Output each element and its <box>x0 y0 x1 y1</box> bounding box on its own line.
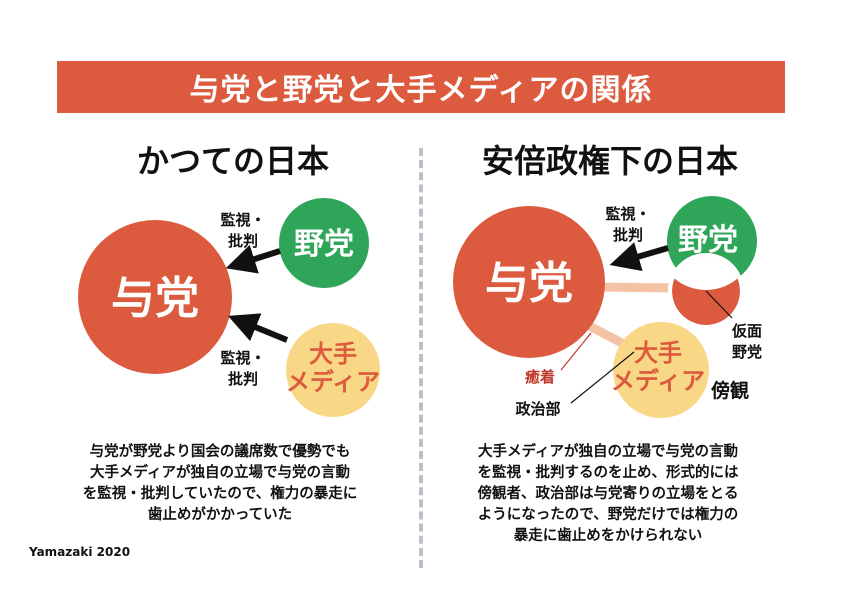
left-media-label-1: 大手 <box>309 340 357 368</box>
left-bottom-arrow <box>228 313 289 343</box>
left-opposition-circle <box>279 198 369 288</box>
right-media-label-2: メディア <box>611 367 705 395</box>
right-caption: 大手メディアが独自の立場で与党の言動 を監視・批判するのを止め、形式的には 傍観… <box>438 442 778 547</box>
right-caption-line: 大手メディアが独自の立場で与党の言動 <box>478 444 738 460</box>
left-top-arrow <box>225 244 281 274</box>
credit: Yamazaki 2020 <box>29 545 131 559</box>
title-banner: 与党と野党と大手メディアの関係 <box>57 61 785 113</box>
right-heading: 安倍政権下の日本 <box>481 142 738 180</box>
right-fake-opposition-label-2: 野党 <box>732 343 762 361</box>
center-divider <box>419 148 423 568</box>
left-top-label-1: 監視・ <box>220 211 265 229</box>
right-top-arrow <box>609 242 669 272</box>
right-caption-line: 傍観者、政治部は与党寄りの立場をとる <box>477 486 739 502</box>
right-ruling-party-circle <box>453 206 605 358</box>
left-ruling-party-label: 与党 <box>111 273 199 324</box>
right-politics-dept-pointer <box>570 351 635 404</box>
right-caption-line: を監視・批判するのを止め、形式的には <box>477 465 739 481</box>
left-caption-line: 大手メディアが独自の立場で与党の言動 <box>90 465 350 481</box>
right-caption-line: ようになったので、野党だけでは権力の <box>477 507 739 523</box>
left-caption-line: を監視・批判していたので、権力の暴走に <box>82 486 358 502</box>
left-media-circle <box>286 323 380 417</box>
left-bottom-label-2: 批判 <box>228 370 258 388</box>
left-caption-line: 与党が野党より国会の議席数で優勢でも <box>89 444 351 460</box>
left-opposition-label: 野党 <box>294 227 354 262</box>
left-heading: かつての日本 <box>136 142 329 180</box>
right-politics-dept-label: 政治部 <box>515 400 560 418</box>
left-caption-line: 歯止めがかかっていた <box>147 507 293 523</box>
right-collusion-pointer <box>560 332 592 371</box>
right-caption-line: 暴走に歯止めをかけられない <box>513 528 703 544</box>
left-top-label-2: 批判 <box>228 232 258 250</box>
right-media-label-1: 大手 <box>634 339 682 367</box>
right-fake-opposition-pointer <box>705 290 733 319</box>
left-bottom-label-1: 監視・ <box>220 349 265 367</box>
left-ruling-party-circle <box>78 220 232 374</box>
right-ruling-party-label: 与党 <box>485 258 573 309</box>
right-top-label-1: 監視・ <box>605 205 650 223</box>
right-opposition-label: 野党 <box>678 223 738 258</box>
right-top-label-2: 批判 <box>613 226 643 244</box>
right-collusion-label: 癒着 <box>525 368 555 386</box>
left-media-label-2: メディア <box>286 368 380 396</box>
right-bystander-label: 傍観 <box>711 379 749 402</box>
title: 与党と野党と大手メディアの関係 <box>189 73 653 108</box>
right-fake-opposition-label-1: 仮面 <box>731 322 762 340</box>
left-caption: 与党が野党より国会の議席数で優勢でも 大手メディアが独自の立場で与党の言動 を監… <box>50 442 390 526</box>
right-media-circle <box>613 322 709 418</box>
